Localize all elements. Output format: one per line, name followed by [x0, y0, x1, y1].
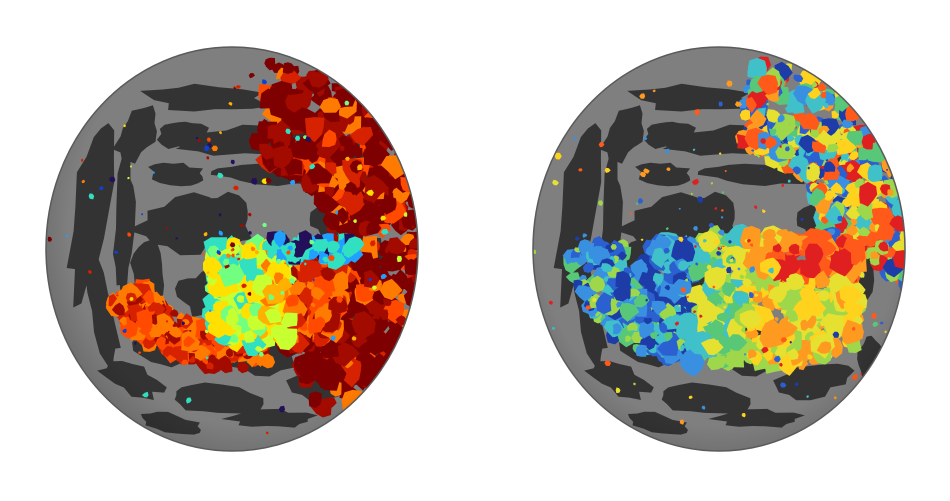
sphere-rim	[45, 46, 419, 452]
cortical-sphere-left	[45, 46, 419, 452]
sphere-rim	[532, 46, 906, 452]
cortical-sphere-right	[532, 46, 906, 452]
